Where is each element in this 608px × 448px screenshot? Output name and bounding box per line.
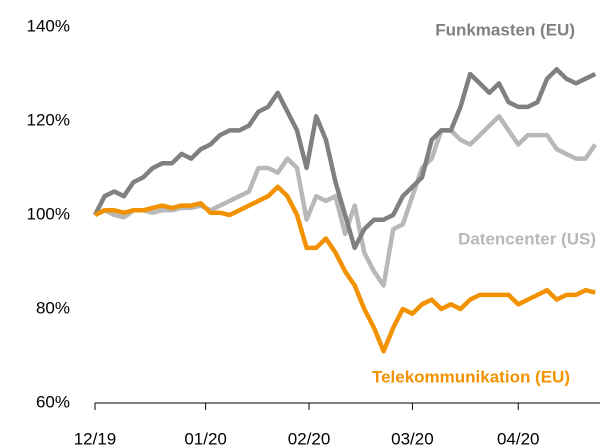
x-tick-label: 04/20 xyxy=(497,429,540,448)
series-label: Funkmasten (EU) xyxy=(435,20,575,39)
series-line xyxy=(94,184,596,354)
series-line xyxy=(94,114,598,288)
y-tick-label: 100% xyxy=(27,204,70,223)
y-tick-label: 120% xyxy=(27,110,70,129)
series-line xyxy=(92,67,597,251)
y-tick-label: 140% xyxy=(27,16,70,35)
x-tick-label: 01/20 xyxy=(184,429,227,448)
x-tick-label: 12/19 xyxy=(74,429,117,448)
y-tick-label: 60% xyxy=(36,392,70,411)
series-label: Telekommunikation (EU) xyxy=(372,367,570,386)
x-tick-label: 02/20 xyxy=(288,429,331,448)
series-label: Datencenter (US) xyxy=(458,229,596,248)
x-tick-label: 03/20 xyxy=(391,429,434,448)
y-tick-label: 80% xyxy=(36,298,70,317)
